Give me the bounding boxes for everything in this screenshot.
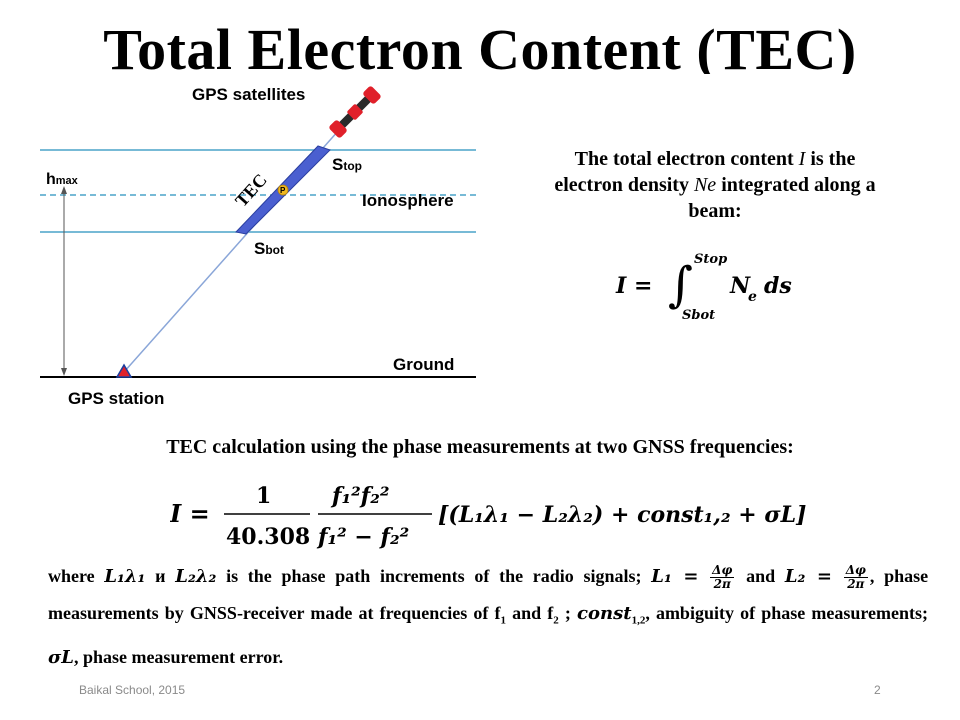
formula1-subscript: e bbox=[748, 289, 757, 305]
expl-l1-lambda1: L₁λ₁ bbox=[104, 566, 146, 587]
pierce-point-icon bbox=[277, 184, 289, 196]
formula1-differential: ds bbox=[764, 273, 792, 299]
intro-line-3: beam: bbox=[688, 200, 742, 222]
expl-fraction-1: Δφ 2π bbox=[710, 563, 735, 592]
formula2-den1: 40.308 bbox=[226, 524, 310, 550]
formula2-bracket-term: [(L₁λ₁ − L₂λ₂) + const₁,₂ + σL] bbox=[438, 502, 806, 528]
integral-formula: I = ∫ Stop Sbot N e ds bbox=[615, 252, 792, 323]
expl-and: and bbox=[746, 566, 776, 586]
expl-text-1: is the phase path increments of the radi… bbox=[226, 566, 642, 586]
tec-definition-text: The total electron content I is the elec… bbox=[490, 146, 940, 224]
expl-f2-sub: 2 bbox=[553, 614, 559, 627]
satellite-label: GPS satellites bbox=[192, 85, 305, 104]
p-label: P bbox=[280, 186, 286, 195]
expl-frac-2-den: 2π bbox=[847, 577, 865, 592]
expl-l2-eq: L₂ = bbox=[784, 566, 832, 587]
title-clip: Total Electron Content (TEC) bbox=[0, 0, 960, 75]
expl-const: const bbox=[577, 603, 632, 624]
expl-frac-1-den: 2π bbox=[713, 577, 731, 592]
ionosphere-label: Ionosphere bbox=[362, 191, 454, 210]
gps-station-icon bbox=[115, 363, 133, 378]
formula1-lower-limit: Sbot bbox=[682, 308, 715, 323]
expl-l2-lambda2: L₂λ₂ bbox=[175, 566, 217, 587]
expl-text-3: , ambiguity of phase measurements; bbox=[645, 603, 928, 623]
intro-line-2-post: integrated along a bbox=[716, 174, 876, 196]
satellite-icon bbox=[329, 86, 381, 138]
intro-line-1-pre: The total electron content bbox=[574, 148, 799, 170]
formula-explanation: where L₁λ₁ и L₂λ₂ is the phase path incr… bbox=[48, 558, 928, 676]
expl-semicolon: ; bbox=[558, 603, 571, 623]
formula2-num1: 1 bbox=[256, 483, 271, 509]
expl-text-2: , phase measurements by GNSS-receiver ma… bbox=[48, 566, 929, 623]
formula2-lhs: I = bbox=[170, 499, 210, 528]
expl-const-sub: 1,2 bbox=[631, 614, 646, 627]
intro-line-1-post: is the bbox=[805, 148, 856, 170]
expl-where: where bbox=[48, 566, 95, 586]
expl-sigma-l: σL bbox=[48, 646, 74, 668]
hmax-label: hmax bbox=[46, 171, 79, 188]
intro-var-ne: Ne bbox=[693, 174, 717, 196]
expl-and-2: and f bbox=[506, 603, 554, 623]
expl-frac-2-num: Δφ bbox=[843, 563, 868, 579]
hmax-arrow-head-bottom bbox=[61, 368, 67, 376]
intro-line-2: electron density Ne integrated along a bbox=[490, 172, 940, 198]
hmax-arrow-head-top bbox=[61, 186, 67, 194]
intro-var-i: I bbox=[798, 148, 806, 170]
intro-line-2-pre: electron density bbox=[554, 174, 694, 196]
expl-l1-eq: L₁ = bbox=[651, 566, 699, 587]
ground-label: Ground bbox=[393, 355, 454, 374]
stop-label: Stop bbox=[332, 155, 362, 174]
expl-and-ru: и bbox=[155, 566, 166, 586]
tec-geometry-diagram: GPS satellites GPS station Ionosphere Gr… bbox=[40, 85, 476, 408]
station-label: GPS station bbox=[68, 389, 164, 408]
formula1-integrand: N bbox=[729, 273, 751, 299]
page-number: 2 bbox=[874, 683, 881, 697]
formula1-lhs: I = bbox=[615, 273, 652, 299]
formula2-den2: f₁² − f₂² bbox=[316, 524, 409, 550]
integral-sign-icon: ∫ bbox=[668, 257, 693, 313]
formula2-num2: f₁²f₂² bbox=[330, 483, 389, 509]
formula1-upper-limit: Stop bbox=[694, 252, 727, 267]
sbot-label: Sbot bbox=[254, 239, 284, 258]
expl-f1-sub: 1 bbox=[500, 614, 507, 627]
calc-heading: TEC calculation using the phase measurem… bbox=[166, 436, 794, 458]
expl-text-4: , phase measurement error. bbox=[73, 646, 284, 667]
footer-school: Baikal School, 2015 bbox=[79, 683, 186, 697]
slide-title: Total Electron Content (TEC) bbox=[103, 17, 857, 75]
intro-line-1: The total electron content I is the bbox=[490, 146, 940, 172]
tec-phase-formula: I = 1 40.308 f₁²f₂² f₁² − f₂² [(L₁λ₁ − L… bbox=[170, 483, 806, 550]
expl-fraction-2: Δφ 2π bbox=[843, 563, 868, 592]
expl-frac-1-num: Δφ bbox=[710, 563, 735, 579]
